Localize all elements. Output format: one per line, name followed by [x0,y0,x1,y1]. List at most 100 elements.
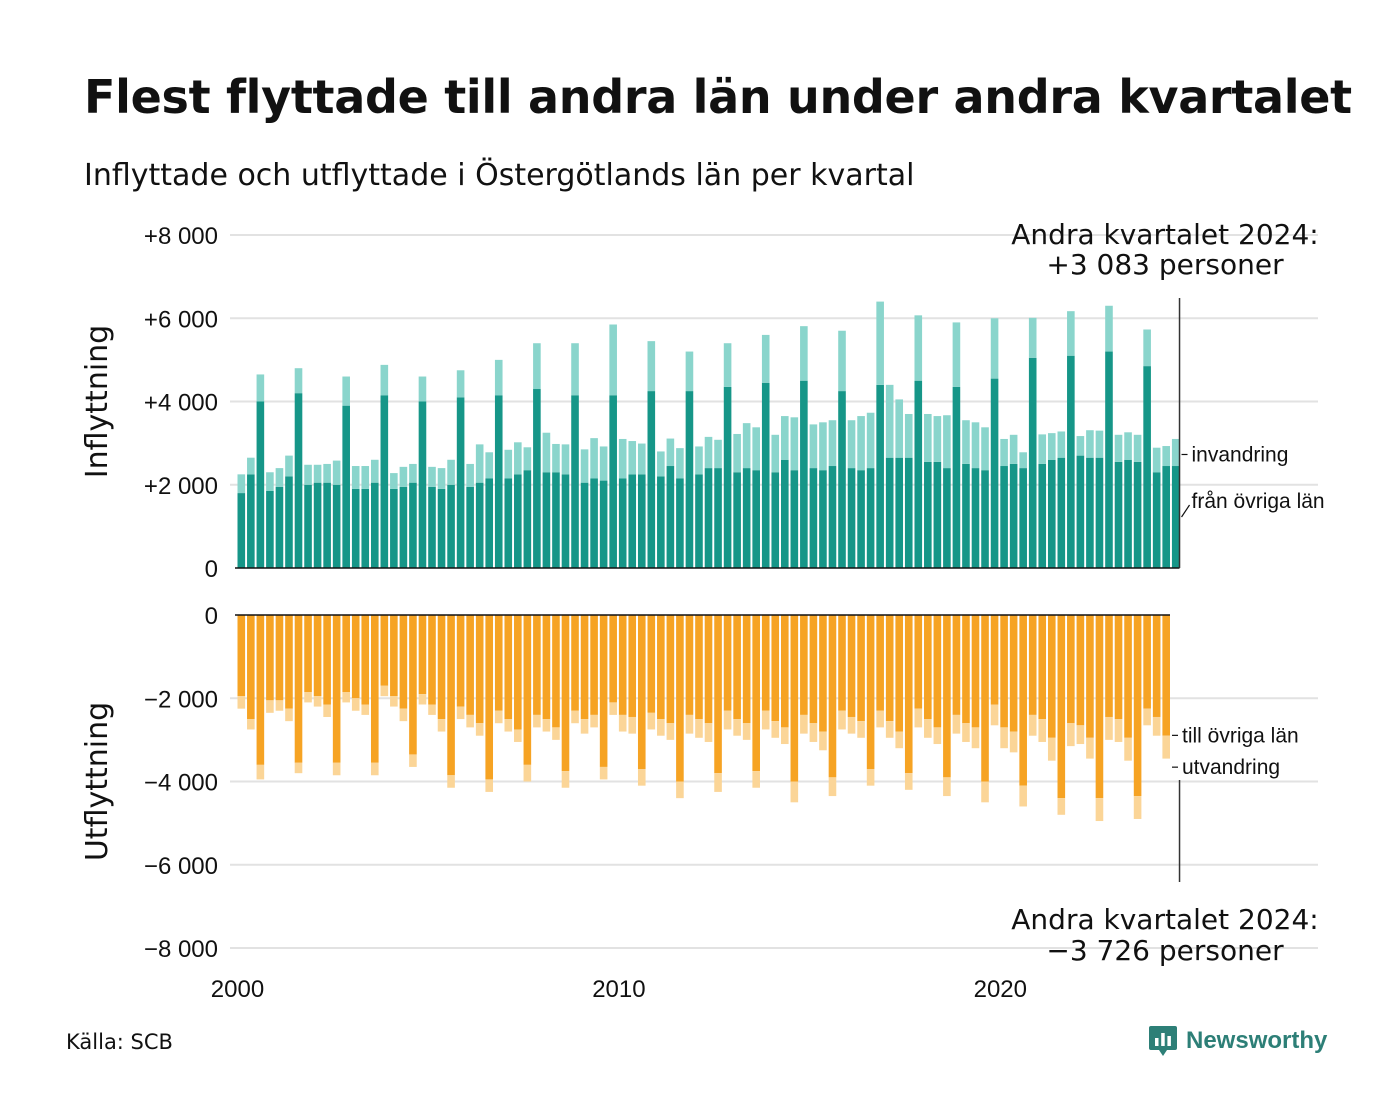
bar-in-international [237,474,246,494]
bar-out-domestic [485,615,494,780]
bar-out-domestic [313,615,322,697]
bar-out-domestic [552,615,560,728]
annotation-bottom-line2: −3 726 personer [1046,934,1284,967]
bar-out-domestic [742,615,751,724]
bar-out-international [437,719,446,732]
bar-out-international [733,719,741,736]
bar-in-international [380,364,389,396]
bar-out-domestic [981,615,989,782]
bar-in-domestic [685,391,694,568]
bar-in-international [780,416,789,460]
bar-in-domestic [456,397,465,568]
bar-in-international [313,464,322,483]
bar-in-domestic [571,395,579,568]
bar-in-international [1124,432,1132,460]
bar-in-international [437,468,446,489]
bar-in-international [247,457,255,475]
bar-out-international [1047,737,1056,761]
bar-out-domestic [676,615,684,782]
bar-out-international [838,710,846,730]
ytick-label-out: −8 000 [144,936,218,963]
bar-in-domestic [1000,466,1008,568]
bar-out-domestic [618,615,627,715]
bar-in-international [580,449,589,483]
bar-out-domestic [752,615,760,772]
bar-in-domestic [542,472,551,568]
ytick-label-out: −6 000 [144,853,218,880]
bar-in-international [285,455,293,477]
bar-out-international [657,719,665,736]
bar-in-domestic [828,466,837,568]
bar-out-domestic [342,615,350,693]
bar-out-domestic [885,615,894,722]
bar-out-domestic [895,615,904,732]
bar-out-domestic [1047,615,1056,738]
bar-out-domestic [695,615,703,720]
bar-out-international [943,777,951,797]
bar-in-domestic [1095,457,1104,568]
bar-out-international [637,769,646,786]
bar-in-domestic [1143,366,1151,568]
ytick-label-in: +8 000 [144,223,218,250]
bar-out-domestic [561,615,570,772]
bar-in-international [1171,438,1180,467]
bar-out-domestic [1162,615,1170,736]
bar-in-international [1095,430,1104,458]
bar-out-international [1000,727,1008,749]
bar-out-domestic [876,615,884,711]
bar-in-domestic [1019,468,1027,568]
bar-in-international [1067,311,1075,356]
bar-out-international [800,714,808,734]
bar-in-domestic [447,484,455,568]
bar-out-domestic [523,615,532,765]
bar-in-international [332,460,341,485]
bar-in-domestic [485,478,494,568]
bar-out-international [1143,708,1151,726]
bar-in-international [971,422,980,469]
bar-out-domestic [1000,615,1008,728]
bar-out-international [514,729,522,742]
bar-in-domestic [628,474,637,568]
bar-out-international [1095,798,1104,822]
bar-out-international [904,773,913,790]
bar-out-domestic [237,615,246,697]
bar-out-domestic [637,615,646,770]
bar-out-domestic [332,615,341,763]
bar-in-domestic [904,457,913,568]
bar-in-domestic [332,484,341,568]
bar-in-international [428,466,436,487]
bar-in-international [657,451,665,477]
bar-out-domestic [838,615,846,711]
bar-out-international [1038,719,1047,742]
bar-out-international [304,692,312,703]
bar-in-domestic [1105,351,1113,568]
bar-in-domestic [647,391,656,568]
bar-in-international [685,351,694,392]
bar-in-domestic [809,468,818,568]
bar-out-international [533,714,541,728]
bar-in-domestic [266,490,274,568]
bar-out-domestic [790,615,799,782]
bar-out-international [237,696,246,709]
bar-in-international [933,416,942,462]
bar-out-domestic [628,615,637,717]
bar-out-international [332,762,341,776]
bar-out-domestic [866,615,875,770]
bar-in-domestic [1124,459,1132,568]
bar-in-international [475,444,484,483]
bar-in-domestic [409,482,417,568]
bar-in-international [533,343,541,390]
bar-in-international [504,449,513,479]
bar-in-international [828,420,837,467]
bar-out-international [704,723,713,742]
bar-in-domestic [704,468,713,568]
bar-out-domestic [304,615,312,693]
bar-in-international [847,420,856,469]
bar-in-international [1162,446,1170,467]
bar-out-domestic [933,615,942,728]
bar-out-international [962,723,970,742]
bar-out-domestic [914,615,923,709]
bar-out-international [485,779,494,792]
bar-in-domestic [637,474,646,568]
bar-in-domestic [285,476,293,568]
